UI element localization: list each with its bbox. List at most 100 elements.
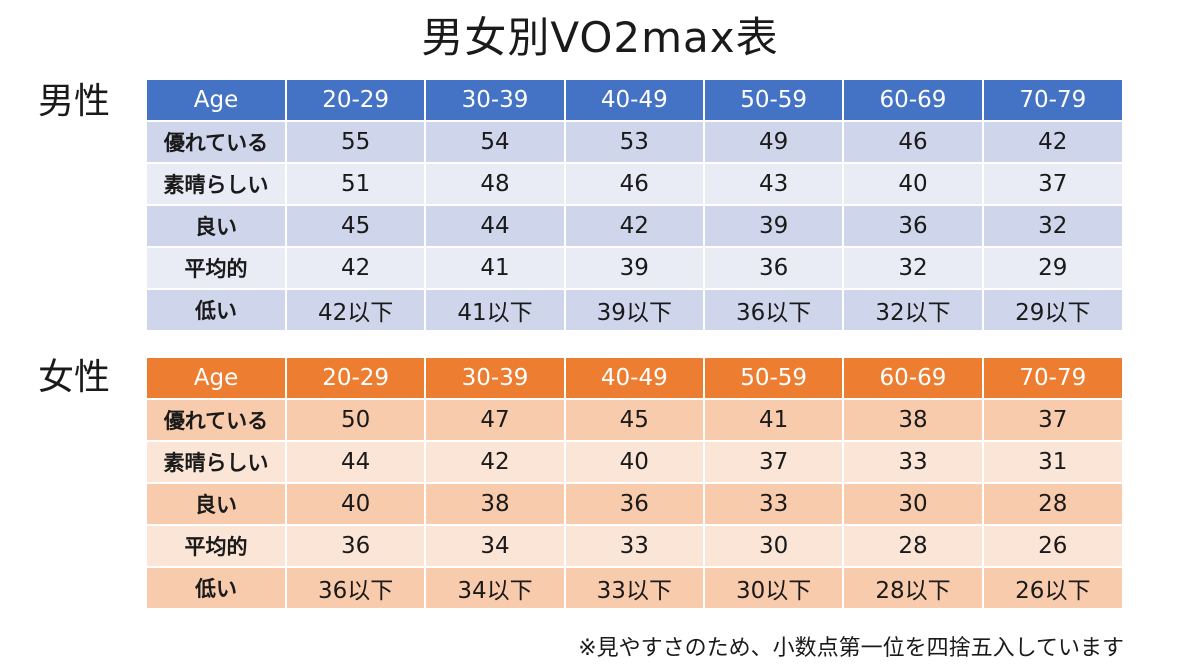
vo2max-value: 49	[702, 120, 844, 163]
vo2max-value: 36	[842, 204, 983, 247]
vo2max-value: 39	[702, 204, 844, 247]
vo2max-value: 28	[842, 524, 983, 567]
age-range-header: 20-29	[284, 80, 426, 121]
table-row: 優れている 55 54 53 49 46 42	[147, 120, 1122, 163]
age-range-header: 30-39	[424, 80, 565, 121]
age-range-header: 50-59	[702, 358, 844, 399]
vo2max-value: 42	[981, 120, 1122, 163]
vo2max-value: 41以下	[424, 288, 565, 330]
age-range-header: 30-39	[424, 358, 565, 399]
vo2max-value: 44	[284, 440, 426, 483]
table-row: 平均的 36 34 33 30 28 26	[147, 524, 1122, 567]
vo2max-value: 33以下	[563, 566, 704, 608]
vo2max-value: 38	[842, 398, 983, 441]
rating-label: 良い	[147, 482, 286, 525]
rating-label: 素晴らしい	[147, 440, 286, 483]
vo2max-value: 41	[424, 246, 565, 289]
vo2max-value: 36以下	[284, 566, 426, 608]
age-column-header: Age	[147, 80, 286, 121]
vo2max-value: 39以下	[563, 288, 704, 330]
vo2max-value: 50	[284, 398, 426, 441]
vo2max-value: 55	[284, 120, 426, 163]
age-range-header: 70-79	[981, 80, 1122, 121]
female-section-label: 女性	[38, 357, 111, 398]
vo2max-value: 51	[284, 162, 426, 205]
vo2max-value: 53	[563, 120, 704, 163]
age-range-header: 40-49	[563, 80, 704, 121]
vo2max-value: 45	[563, 398, 704, 441]
vo2max-value: 42	[284, 246, 426, 289]
vo2max-value: 43	[702, 162, 844, 205]
vo2max-value: 40	[842, 162, 983, 205]
vo2max-value: 44	[424, 204, 565, 247]
age-range-header: 60-69	[842, 358, 983, 399]
rating-label: 優れている	[147, 398, 286, 441]
vo2max-value: 36以下	[702, 288, 844, 330]
table-row: 優れている 50 47 45 41 38 37	[147, 398, 1122, 441]
vo2max-value: 38	[424, 482, 565, 525]
table-row: 低い 42以下 41以下 39以下 36以下 32以下 29以下	[147, 288, 1122, 330]
vo2max-value: 33	[842, 440, 983, 483]
page-title: 男女別VO2max表	[421, 13, 779, 62]
vo2max-value: 30	[702, 524, 844, 567]
age-range-header: 40-49	[563, 358, 704, 399]
vo2max-value: 37	[981, 398, 1122, 441]
vo2max-value: 36	[563, 482, 704, 525]
vo2max-value: 32	[842, 246, 983, 289]
rating-label: 優れている	[147, 120, 286, 163]
vo2max-value: 32	[981, 204, 1122, 247]
rating-label: 低い	[147, 566, 286, 608]
female-header-row: Age 20-29 30-39 40-49 50-59 60-69 70-79	[147, 358, 1122, 399]
vo2max-value: 26	[981, 524, 1122, 567]
vo2max-value: 48	[424, 162, 565, 205]
vo2max-value: 46	[842, 120, 983, 163]
vo2max-value: 26以下	[981, 566, 1122, 608]
table-row: 平均的 42 41 39 36 32 29	[147, 246, 1122, 289]
vo2max-value: 40	[284, 482, 426, 525]
age-range-header: 70-79	[981, 358, 1122, 399]
rating-label: 平均的	[147, 246, 286, 289]
female-vo2max-table: Age 20-29 30-39 40-49 50-59 60-69 70-79 優れている 50…	[147, 358, 1122, 608]
vo2max-value: 45	[284, 204, 426, 247]
male-section-label: 男性	[38, 81, 111, 122]
vo2max-value: 33	[702, 482, 844, 525]
vo2max-value: 42	[563, 204, 704, 247]
vo2max-value: 30	[842, 482, 983, 525]
table-row: 素晴らしい 51 48 46 43 40 37	[147, 162, 1122, 205]
rating-label: 素晴らしい	[147, 162, 286, 205]
vo2max-value: 37	[981, 162, 1122, 205]
rating-label: 平均的	[147, 524, 286, 567]
vo2max-value: 32以下	[842, 288, 983, 330]
age-column-header: Age	[147, 358, 286, 399]
rating-label: 良い	[147, 204, 286, 247]
vo2max-value: 28	[981, 482, 1122, 525]
rating-label: 低い	[147, 288, 286, 330]
male-table-body: Age 20-29 30-39 40-49 50-59 60-69 70-79 優れている 55…	[147, 80, 1122, 330]
vo2max-value: 42	[424, 440, 565, 483]
male-vo2max-table: Age 20-29 30-39 40-49 50-59 60-69 70-79 優れている 55…	[147, 80, 1122, 330]
vo2max-value: 34	[424, 524, 565, 567]
table-row: 良い 45 44 42 39 36 32	[147, 204, 1122, 247]
vo2max-value: 36	[702, 246, 844, 289]
table-row: 低い 36以下 34以下 33以下 30以下 28以下 26以下	[147, 566, 1122, 608]
vo2max-value: 36	[284, 524, 426, 567]
vo2max-value: 54	[424, 120, 565, 163]
vo2max-value: 29以下	[981, 288, 1122, 330]
female-table-body: Age 20-29 30-39 40-49 50-59 60-69 70-79 優れている 50…	[147, 358, 1122, 608]
vo2max-value: 46	[563, 162, 704, 205]
age-range-header: 20-29	[284, 358, 426, 399]
vo2max-value: 33	[563, 524, 704, 567]
vo2max-value: 31	[981, 440, 1122, 483]
vo2max-value: 37	[702, 440, 844, 483]
vo2max-value: 42以下	[284, 288, 426, 330]
vo2max-value: 29	[981, 246, 1122, 289]
vo2max-value: 40	[563, 440, 704, 483]
footnote: ※見やすさのため、小数点第一位を四捨五入しています	[578, 636, 1124, 661]
table-row: 良い 40 38 36 33 30 28	[147, 482, 1122, 525]
vo2max-value: 47	[424, 398, 565, 441]
age-range-header: 60-69	[842, 80, 983, 121]
vo2max-value: 28以下	[842, 566, 983, 608]
age-range-header: 50-59	[702, 80, 844, 121]
vo2max-value: 41	[702, 398, 844, 441]
male-header-row: Age 20-29 30-39 40-49 50-59 60-69 70-79	[147, 80, 1122, 121]
